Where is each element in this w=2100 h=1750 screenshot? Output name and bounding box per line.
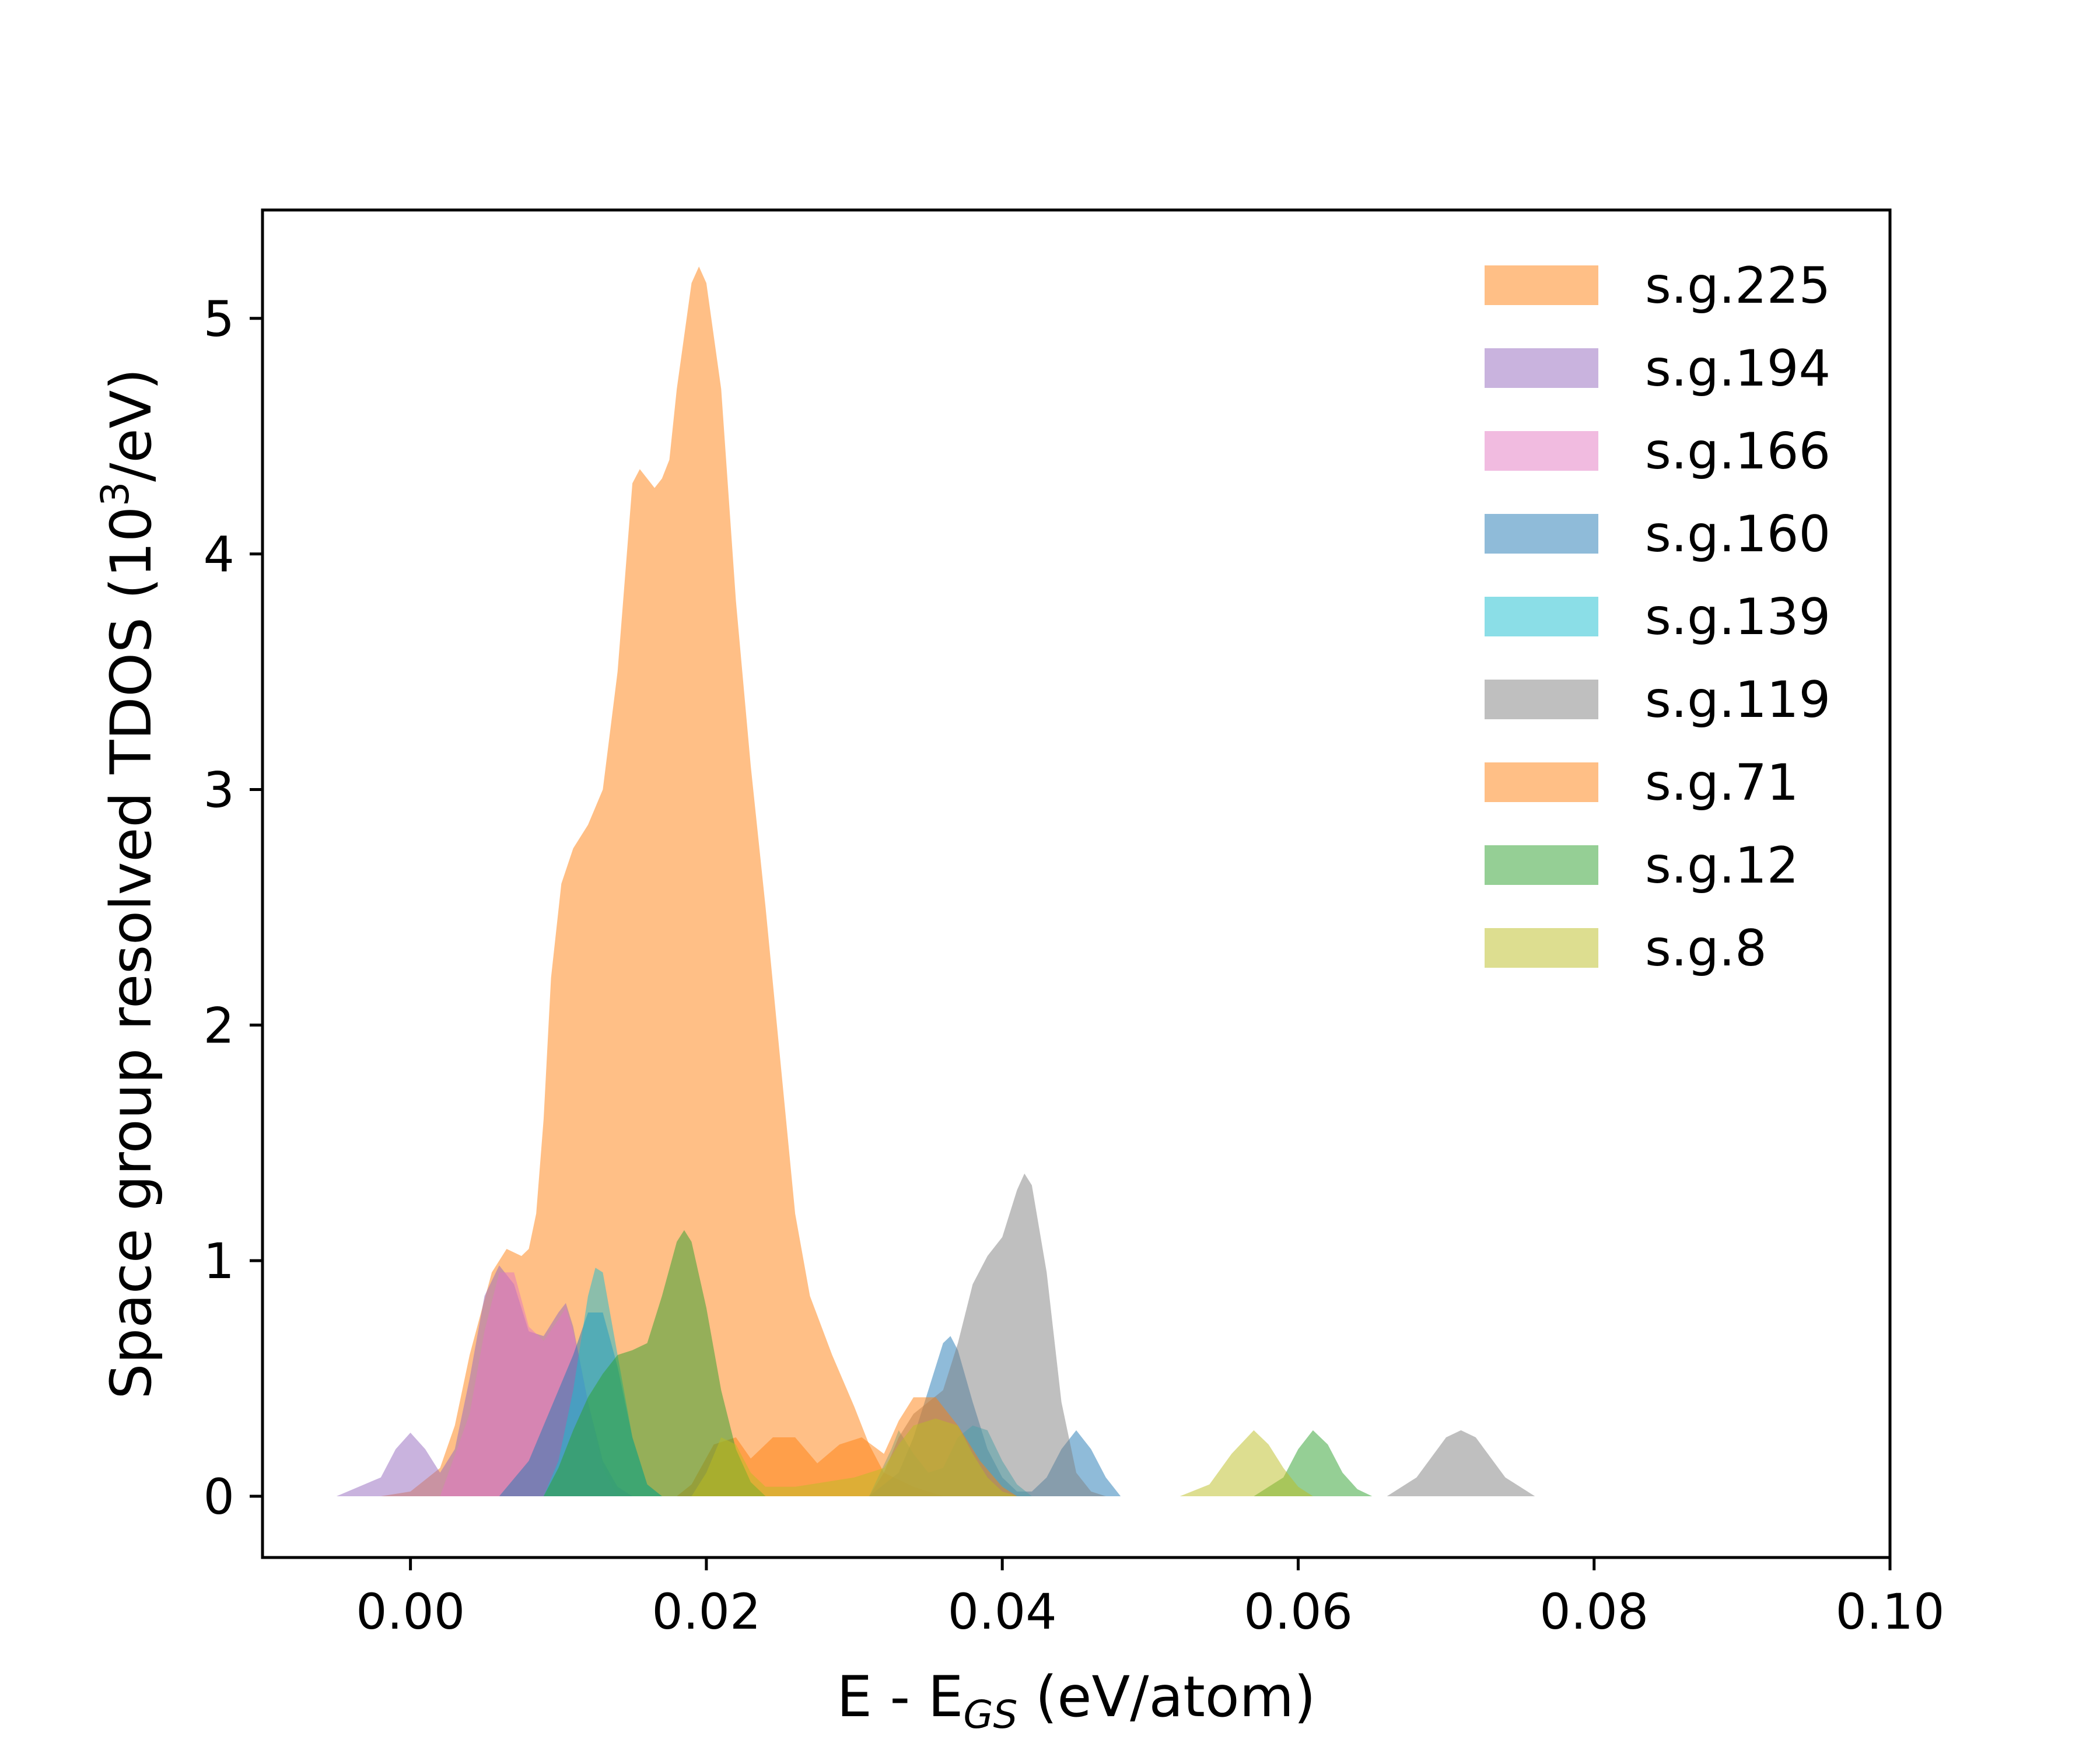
legend-swatch-s-g-194 <box>1485 348 1598 388</box>
y-axis-label-main: Space group resolved TDOS (10 <box>99 506 164 1399</box>
x-axis-label-unit: (eV/atom) <box>1017 1664 1315 1730</box>
area-s-g-12 <box>543 1230 1373 1496</box>
y-axis-label: Space group resolved TDOS (103/eV) <box>93 368 164 1399</box>
legend-swatch-s-g-71 <box>1485 762 1598 802</box>
y-tick-label: 2 <box>204 997 235 1054</box>
legend-label-s-g-194: s.g.194 <box>1645 340 1831 398</box>
legend-swatch-s-g-160 <box>1485 514 1598 554</box>
legend-label-s-g-166: s.g.166 <box>1645 422 1831 481</box>
plot-frame <box>261 208 1892 1559</box>
x-tick-label: 0.00 <box>356 1583 465 1640</box>
x-tick-label: 0.08 <box>1539 1583 1648 1640</box>
legend-label-s-g-71: s.g.71 <box>1645 754 1799 812</box>
area-s-g-8 <box>691 1418 1313 1496</box>
x-axis: 0.00 0.02 0.04 0.06 0.08 0.10 <box>356 1558 1945 1640</box>
legend-swatch-s-g-139 <box>1485 597 1598 636</box>
y-axis: 0 1 2 3 4 5 <box>204 290 262 1525</box>
legend-swatch-s-g-166 <box>1485 431 1598 471</box>
x-tick-label: 0.10 <box>1835 1583 1944 1640</box>
area-s-g-119 <box>869 1173 1535 1496</box>
legend-label-s-g-12: s.g.12 <box>1645 836 1799 895</box>
y-tick-label: 5 <box>204 290 235 348</box>
y-tick-label: 3 <box>204 761 235 818</box>
legend-label-s-g-160: s.g.160 <box>1645 505 1831 564</box>
x-tick-label: 0.04 <box>948 1583 1057 1640</box>
legend: s.g.225 s.g.194 s.g.166 s.g.160 s.g.139 s.g.1… <box>1485 257 1831 978</box>
area-s-g-225 <box>380 266 943 1497</box>
legend-swatch-s-g-225 <box>1485 265 1598 305</box>
legend-label-s-g-139: s.g.139 <box>1645 588 1831 646</box>
x-tick-label: 0.06 <box>1244 1583 1353 1640</box>
legend-swatch-s-g-12 <box>1485 845 1598 885</box>
y-axis-label-superscript: 3 <box>93 482 138 506</box>
legend-label-s-g-225: s.g.225 <box>1645 257 1831 315</box>
x-axis-label: E - EGS (eV/atom) <box>836 1664 1315 1737</box>
plot-areas <box>336 266 1535 1497</box>
y-tick-label: 1 <box>204 1233 235 1290</box>
y-tick-label: 0 <box>204 1468 235 1525</box>
x-axis-label-main: E - E <box>836 1664 963 1730</box>
legend-label-s-g-8: s.g.8 <box>1645 919 1767 978</box>
legend-label-s-g-119: s.g.119 <box>1645 671 1831 729</box>
legend-swatch-s-g-119 <box>1485 680 1598 719</box>
x-tick-label: 0.02 <box>652 1583 761 1640</box>
y-axis-label-unit: /eV) <box>99 368 164 482</box>
y-tick-label: 4 <box>204 526 235 583</box>
x-axis-label-subscript: GS <box>963 1692 1017 1737</box>
legend-swatch-s-g-8 <box>1485 928 1598 968</box>
